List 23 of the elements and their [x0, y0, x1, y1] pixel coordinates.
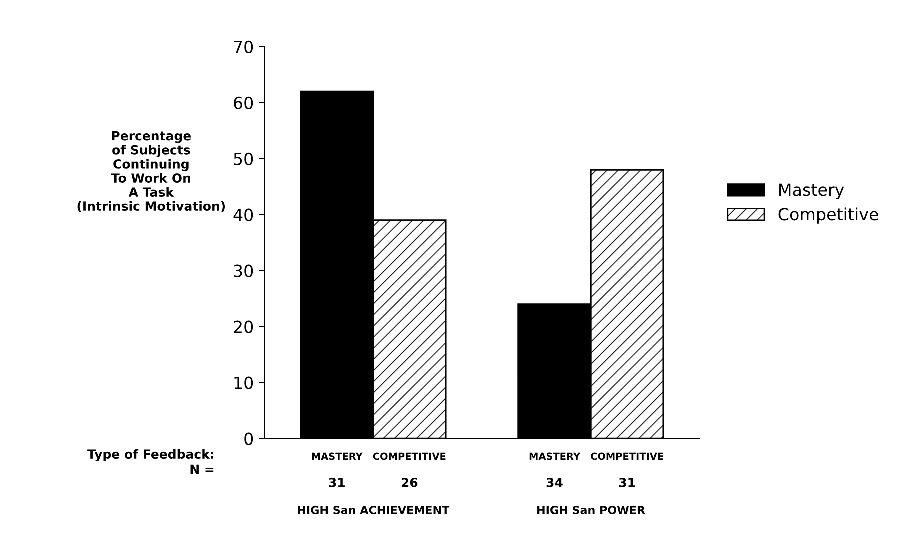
y-axis-title: Percentage of Subjects Continuing To Work On A Task (Intrinsic Motivation) [78, 131, 226, 212]
y-tick-label: 20 [234, 320, 254, 334]
x-tick-label: MASTERY [312, 452, 363, 460]
legend-label: Mastery [780, 184, 844, 200]
text: 26 [402, 478, 418, 488]
x-tick-label: MASTERY [530, 452, 581, 460]
text: 31 [619, 478, 636, 488]
text: 34 [546, 478, 563, 488]
text: 31 [329, 478, 345, 488]
y-tick-label: 10 [234, 376, 254, 390]
y-tick-label: 30 [234, 264, 254, 278]
text: Type of Feedback: [88, 449, 214, 462]
x-tick-label: COMPETITIVE [591, 452, 664, 460]
y-tick-label: 60 [234, 96, 254, 110]
text: N = [190, 464, 214, 474]
text: HIGH San ACHIEVEMENT [298, 506, 450, 514]
y-tick-label: 70 [234, 40, 254, 54]
x-tick-label: COMPETITIVE [373, 452, 446, 460]
y-tick-label: 0 [244, 432, 254, 446]
legend-label: Competitive [778, 208, 878, 224]
text: HIGH San POWER [538, 506, 646, 514]
y-tick-label: 50 [234, 152, 254, 166]
y-tick-label: 40 [234, 208, 254, 222]
